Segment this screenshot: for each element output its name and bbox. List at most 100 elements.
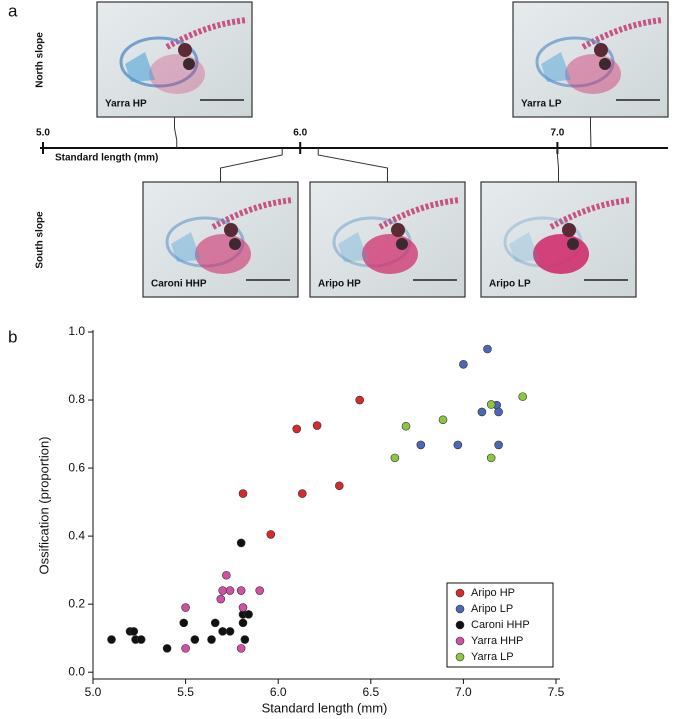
connector (317, 148, 388, 182)
point (225, 586, 235, 595)
eye (594, 43, 608, 57)
connector (174, 117, 178, 148)
point (207, 635, 216, 644)
skull (119, 36, 199, 88)
point (266, 530, 276, 539)
y-tick-label: 0.6 (68, 460, 85, 474)
snout (541, 52, 571, 82)
x-tick-label: 7.0 (550, 128, 564, 139)
jaw (362, 234, 418, 274)
point (518, 392, 527, 401)
legend-marker (455, 652, 465, 662)
specimen-image: Yarra HP (96, 1, 253, 118)
point (179, 618, 189, 628)
snout (338, 232, 368, 262)
slope-label: South slope (35, 211, 46, 269)
point (355, 395, 364, 405)
point (486, 400, 496, 409)
point (335, 481, 344, 491)
legend-label: Caroni HHP (471, 619, 530, 631)
point (238, 489, 248, 498)
point (240, 635, 250, 644)
point (416, 440, 426, 450)
specimen-label: Yarra HP (105, 99, 147, 110)
specimen-image: Aripo HP (309, 181, 466, 298)
point (107, 635, 116, 644)
specimen-image: Aripo LP (480, 181, 637, 298)
point (292, 424, 302, 434)
axis-title: Standard length (mm) (55, 153, 158, 164)
eye (562, 223, 576, 237)
specimen-label: Aripo HP (318, 279, 361, 290)
legend-label: Yarra LP (471, 651, 514, 663)
point (225, 627, 235, 636)
x-tick-label: 6.0 (270, 685, 287, 699)
x-tick-label: 6.5 (362, 685, 379, 699)
x-tick-label: 5.0 (85, 685, 102, 699)
x-tick-label: 7.5 (548, 685, 565, 699)
legend-label: Aripo LP (471, 603, 513, 615)
point (222, 570, 231, 580)
jaw (149, 54, 205, 94)
point (236, 538, 246, 548)
skull (535, 36, 615, 88)
jaw (195, 234, 251, 274)
spine (165, 17, 248, 50)
y-tick-label: 1.0 (68, 324, 85, 338)
snout (509, 232, 539, 262)
legend-label: Aripo HP (471, 587, 515, 599)
legend-marker (455, 588, 465, 598)
point (162, 644, 172, 653)
y-tick-label: 0.4 (68, 528, 85, 542)
panel-label: a (8, 1, 18, 20)
x-axis-title: Standard length (mm) (262, 700, 388, 715)
point (483, 344, 492, 354)
point (494, 440, 503, 450)
point (244, 610, 253, 619)
x-tick-label: 6.0 (293, 128, 307, 139)
point (181, 603, 190, 612)
eye (178, 43, 192, 57)
otolith (183, 58, 195, 70)
specimen-label: Yarra LP (521, 99, 562, 110)
spine (211, 197, 294, 230)
spine (378, 197, 461, 230)
point (236, 644, 246, 653)
point (401, 421, 411, 431)
point (216, 594, 226, 604)
slope-label: North slope (35, 32, 46, 88)
eye (224, 223, 238, 237)
point (297, 489, 307, 498)
legend-marker (455, 620, 465, 630)
image-frame (96, 1, 253, 118)
y-tick-label: 0.0 (68, 664, 85, 678)
otolith (396, 238, 408, 250)
legend-label: Yarra HHP (471, 635, 523, 647)
otolith (599, 58, 611, 70)
point (238, 603, 248, 612)
specimen-label: Aripo LP (489, 279, 531, 290)
point (210, 618, 220, 628)
point (459, 360, 468, 369)
point (136, 635, 146, 644)
x-tick-label: 7.0 (455, 685, 472, 699)
point (486, 453, 496, 463)
y-tick-label: 0.2 (68, 596, 85, 610)
specimen-label: Caroni HHP (151, 279, 207, 290)
point (390, 453, 400, 463)
point (238, 618, 248, 628)
point (190, 635, 200, 644)
point (181, 644, 190, 653)
eye (391, 223, 405, 237)
otolith (567, 238, 579, 250)
x-tick-label: 5.0 (36, 128, 50, 139)
connector (556, 148, 559, 182)
point (477, 407, 487, 417)
point (236, 586, 246, 595)
otolith (229, 238, 241, 250)
point (129, 627, 139, 636)
panel-label: b (8, 327, 17, 346)
spine (549, 197, 632, 230)
spine (581, 17, 664, 50)
